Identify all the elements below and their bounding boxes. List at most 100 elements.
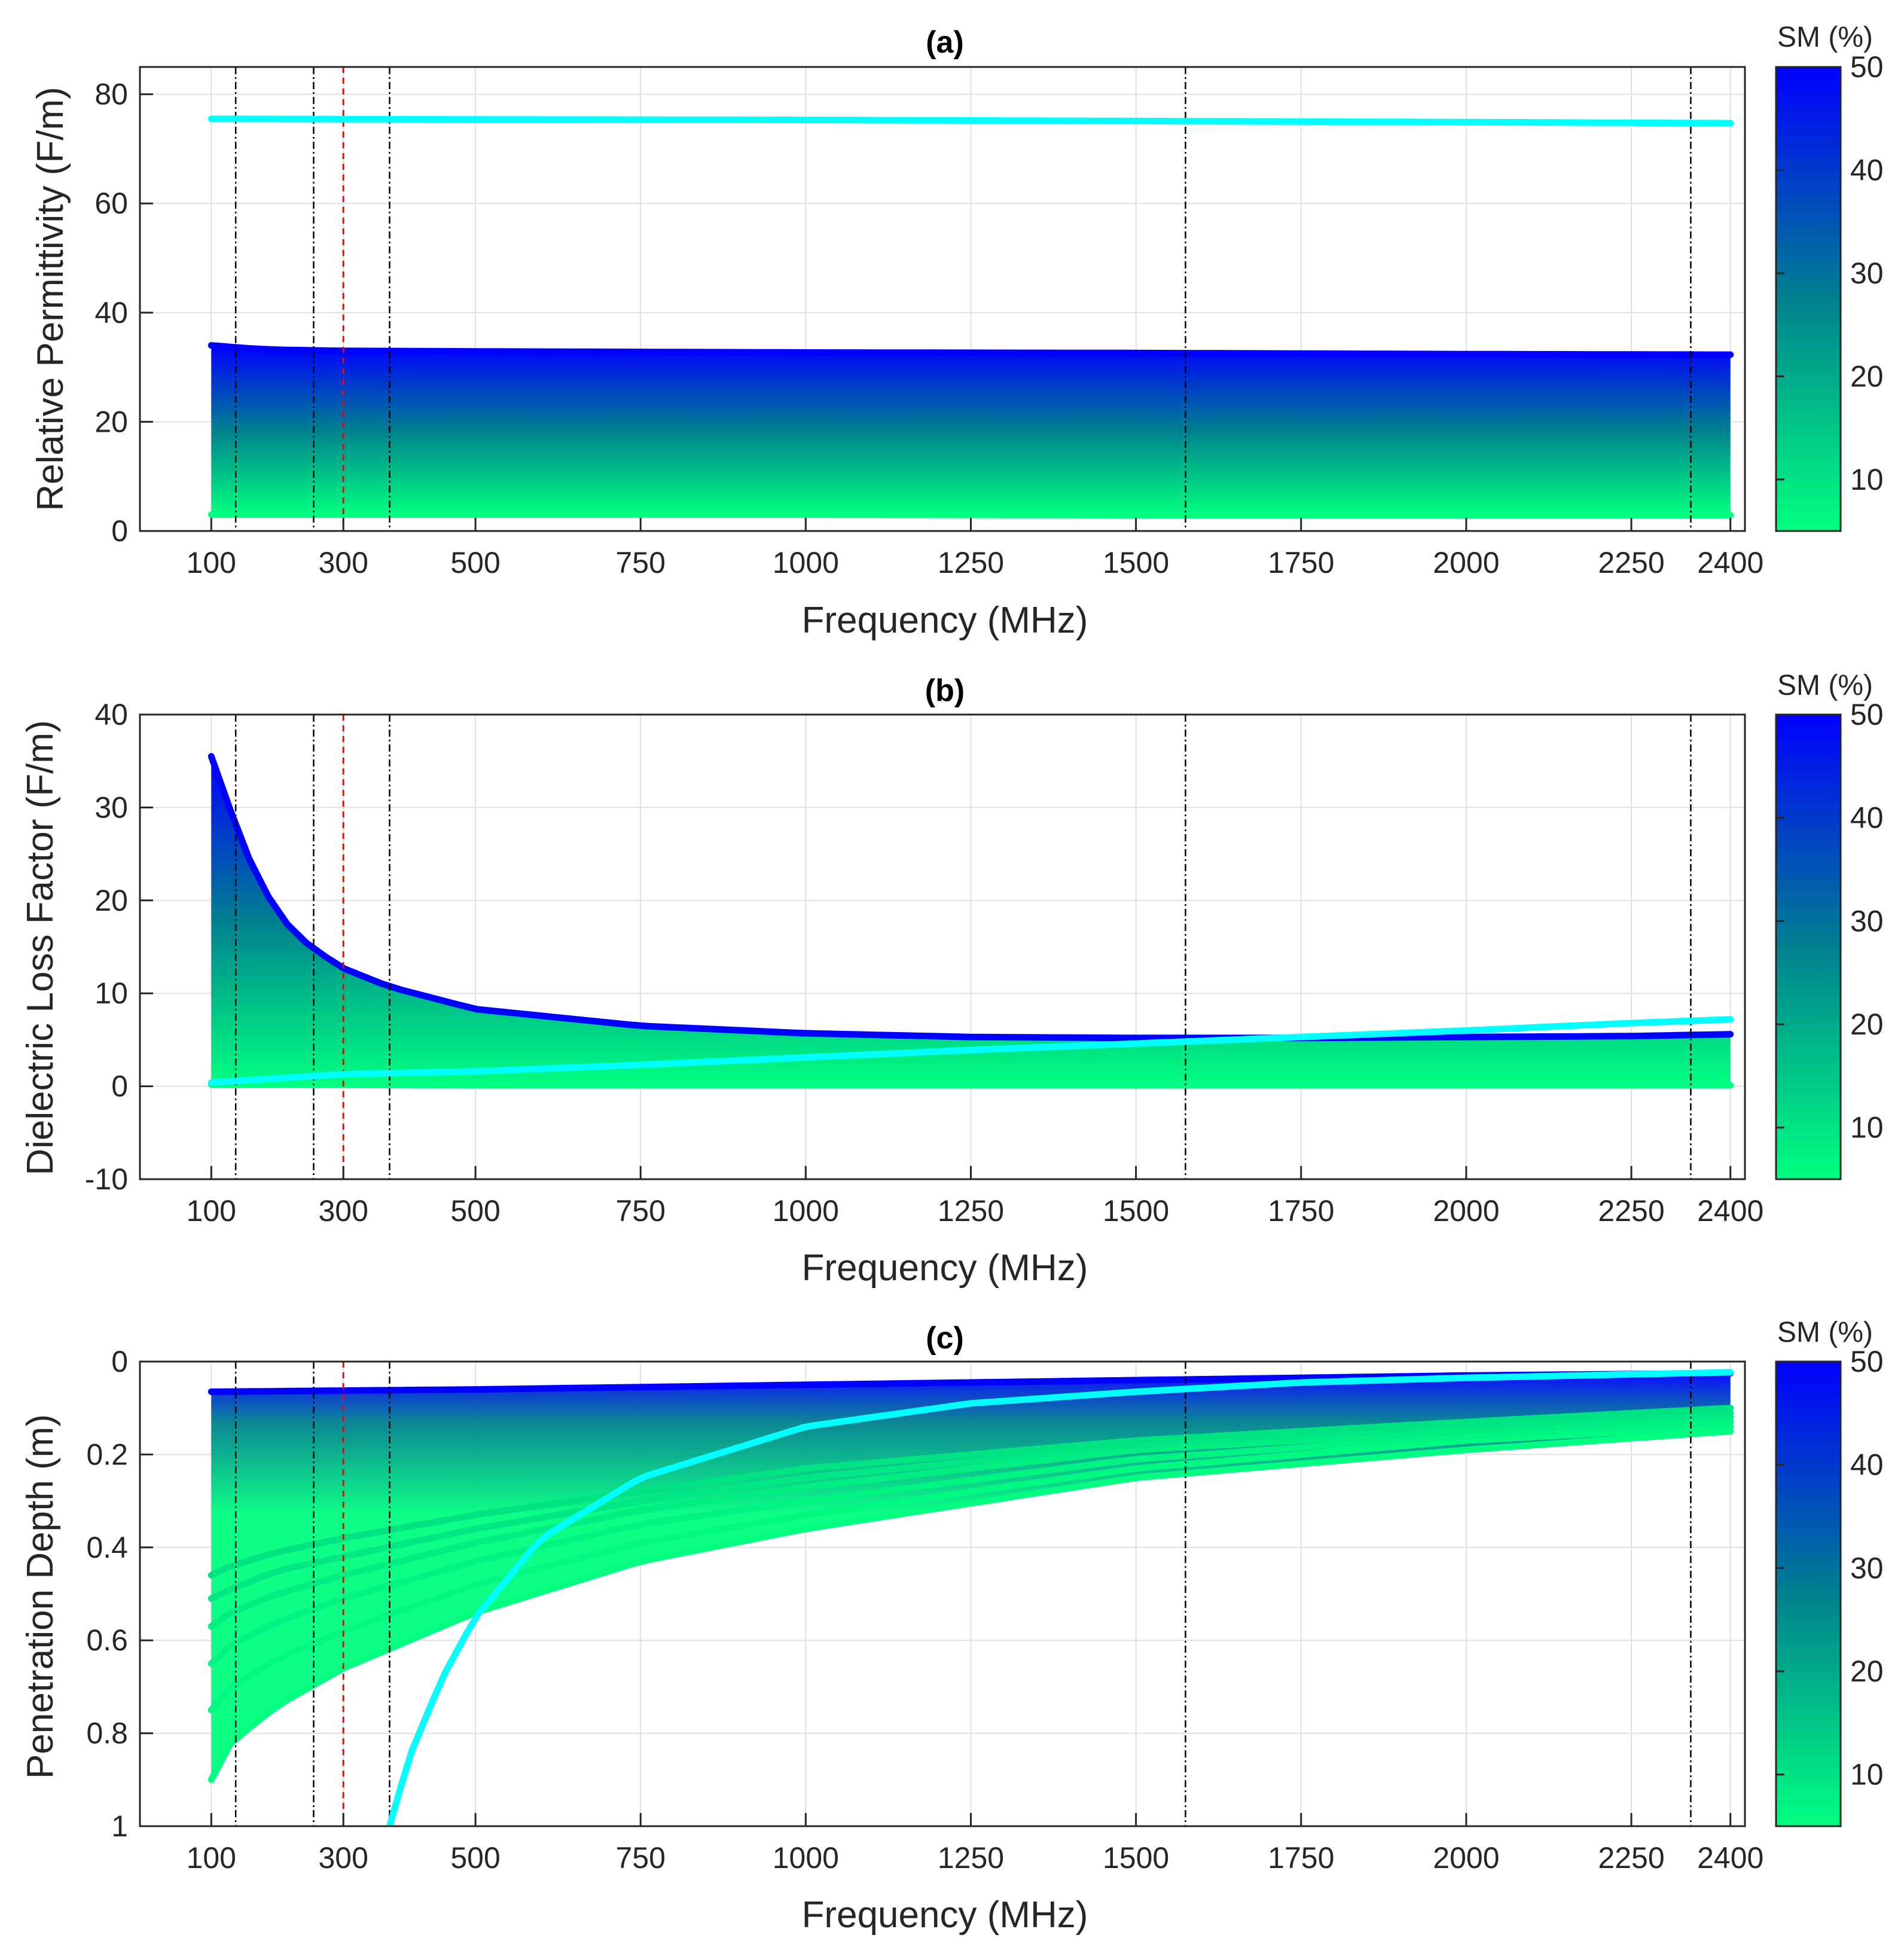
colorbar-tick-label: 10: [1850, 463, 1884, 496]
colorbar-title: SM (%): [1777, 1317, 1873, 1348]
x-tick-label: 1000: [773, 1841, 839, 1875]
sm-series-line: [208, 1409, 1734, 1602]
y-tick-label: 0.6: [86, 1623, 128, 1657]
x-tick-label: 500: [450, 1841, 500, 1875]
y-tick-label: 40: [94, 698, 128, 731]
y-tick-label: 0: [111, 514, 128, 548]
x-tick-label: 500: [450, 1194, 500, 1228]
colorbar-tick-label: 50: [1850, 50, 1884, 84]
sm-band-area: [211, 756, 1731, 1085]
x-tick-label: 1250: [938, 1194, 1004, 1228]
colorbar-gradient: [1775, 66, 1842, 532]
x-tick-label: 2000: [1433, 546, 1499, 579]
y-tick-label: 80: [94, 78, 128, 111]
x-tick-label: 1250: [938, 1841, 1004, 1875]
colorbar-tick-label: 40: [1850, 153, 1884, 187]
x-tick-label: 2400: [1697, 546, 1763, 579]
y-tick-label: 0: [111, 1070, 128, 1103]
colorbar-tick-label: 40: [1850, 1448, 1884, 1482]
panel-title: (c): [926, 1321, 964, 1356]
x-tick-label: 1750: [1268, 1841, 1334, 1875]
x-tick-label: 500: [450, 546, 500, 579]
x-tick-label: 2250: [1598, 546, 1664, 579]
x-tick-label: 2250: [1598, 1841, 1664, 1875]
sm-band-area: [211, 1373, 1731, 1780]
water-series-line: [208, 115, 1734, 127]
x-tick-label: 100: [187, 1194, 236, 1228]
colorbar-tick-label: 40: [1850, 801, 1884, 835]
colorbar-gradient: [1775, 1360, 1842, 1827]
sm-series-line: [208, 1081, 1734, 1089]
axes-box: [139, 66, 1746, 532]
colorbar-tick-label: 20: [1850, 1008, 1884, 1041]
x-tick-label: 1000: [773, 546, 839, 579]
y-tick-label: 0: [111, 1345, 128, 1378]
x-tick-label: 2000: [1433, 1841, 1499, 1875]
colorbar-tick-label: 10: [1850, 1111, 1884, 1145]
y-tick-label: 60: [94, 187, 128, 220]
colorbar-gradient: [1775, 713, 1842, 1180]
x-tick-label: 1500: [1103, 1194, 1169, 1228]
water-series-line: [208, 1016, 1734, 1086]
panel-b: (b) 100 300 500 750 1000 1250 1500 1750 2000 2250…: [20, 670, 1884, 1289]
y-tick-label: 20: [94, 405, 128, 438]
x-axis-label: Frequency (MHz): [802, 600, 1088, 641]
y-axis-label: Relative Permittivity (F/m): [30, 87, 71, 511]
sm-band-area: [211, 345, 1731, 515]
axes-box: [139, 1360, 1746, 1827]
panel-a: (a) 100 300 500 750 1000 1250 1500 1750 2000 2250…: [30, 22, 1884, 641]
plot-area: 100 300 500 750 1000 1250 1500 1750 2000 2250 2400…: [85, 698, 1884, 1228]
plot-area: 100 300 500 750 1000 1250 1500 1750 2000 2250 2400…: [94, 50, 1883, 579]
y-tick-label: 10: [94, 976, 128, 1010]
y-tick-label: 0.2: [86, 1438, 128, 1471]
colorbar-title: SM (%): [1777, 22, 1873, 53]
panel-title: (b): [925, 673, 965, 708]
plot-area: 100 300 500 750 1000 1250 1500 1750 2000 2250 2400…: [86, 1345, 1883, 1875]
colorbar-tick-label: 10: [1850, 1758, 1884, 1791]
sm-series-line: [208, 1423, 1734, 1714]
colorbar-tick-label: 30: [1850, 1551, 1884, 1585]
x-tick-label: 750: [616, 1194, 666, 1228]
water-series-line: [386, 1369, 1734, 1826]
plot-background: [140, 715, 1745, 1179]
y-tick-label: 0.4: [86, 1531, 128, 1564]
sm-series-line: [208, 342, 1734, 358]
panel-title: (a): [926, 25, 964, 60]
axes-box: [139, 713, 1746, 1180]
x-tick-label: 2250: [1598, 1194, 1664, 1228]
colorbar-tick-label: 20: [1850, 1655, 1884, 1688]
y-tick-label: 40: [94, 296, 128, 329]
x-tick-label: 2400: [1697, 1841, 1763, 1875]
sm-series-line: [208, 1405, 1734, 1579]
x-tick-label: 1500: [1103, 1841, 1169, 1875]
x-tick-label: 1500: [1103, 546, 1169, 579]
x-tick-label: 750: [616, 546, 666, 579]
colorbar-tick-label: 50: [1850, 698, 1884, 731]
x-tick-label: 1250: [938, 546, 1004, 579]
colorbar-tick-label: 20: [1850, 359, 1884, 393]
colorbar-tick-label: 30: [1850, 904, 1884, 938]
y-tick-label: 0.8: [86, 1717, 128, 1750]
x-tick-label: 1750: [1268, 1194, 1334, 1228]
y-axis-label: Penetration Depth (m): [20, 1414, 61, 1779]
x-tick-label: 1000: [773, 1194, 839, 1228]
sm-series-line: [208, 753, 1734, 1042]
colorbar-tick-label: 50: [1850, 1345, 1884, 1378]
y-tick-label: 20: [94, 884, 128, 917]
x-axis-label: Frequency (MHz): [802, 1894, 1088, 1936]
x-tick-label: 300: [318, 546, 368, 579]
x-tick-label: 300: [318, 1841, 368, 1875]
colorbar-tick-label: 30: [1850, 257, 1884, 290]
x-tick-label: 750: [616, 1841, 666, 1875]
sm-series-line: [208, 1418, 1734, 1667]
x-tick-label: 100: [187, 1841, 236, 1875]
x-tick-label: 2400: [1697, 1194, 1763, 1228]
sm-series-line: [208, 1428, 1734, 1783]
sm-series-line: [208, 1414, 1734, 1630]
colorbar-title: SM (%): [1777, 670, 1873, 701]
y-tick-label: 30: [94, 791, 128, 824]
y-tick-label: -10: [85, 1162, 128, 1196]
y-tick-label: 1: [111, 1809, 128, 1843]
x-tick-label: 100: [187, 546, 236, 579]
